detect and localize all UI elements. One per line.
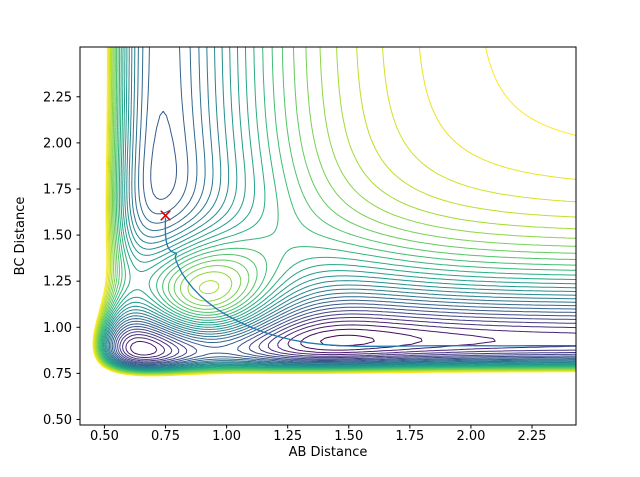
contour-level-line — [111, 47, 576, 366]
contour-level-line — [117, 310, 576, 363]
x-tick-label: 2.25 — [518, 429, 547, 444]
y-tick-label: 2.25 — [43, 90, 72, 105]
x-tick-label: 0.50 — [90, 429, 119, 444]
x-tick-label: 1.75 — [395, 429, 424, 444]
contour-level-line — [108, 47, 576, 368]
contour-level-line — [96, 47, 576, 375]
axes-frame: 0.50 0.75 1.00 1.25 1.50 1.75 2.00 2.25 0.50 0.75… — [43, 46, 577, 444]
x-tick-label: 1.50 — [334, 429, 363, 444]
contour-level-line — [119, 313, 576, 362]
y-tick-label: 1.25 — [43, 275, 72, 290]
y-tick-label: 1.75 — [43, 182, 72, 197]
x-tick-label: 2.00 — [456, 429, 485, 444]
x-axis-label: AB Distance — [289, 445, 368, 460]
y-tick-label: 1.50 — [43, 229, 72, 244]
y-axis-label: BC Distance — [13, 197, 28, 276]
x-tick-label: 1.25 — [273, 429, 302, 444]
contour-level-line — [125, 320, 576, 358]
contour-level-line — [100, 47, 576, 373]
trajectory-line — [164, 217, 576, 347]
contour-level-line — [300, 328, 423, 351]
x-tick-label: 0.75 — [151, 429, 180, 444]
contour-level-line — [105, 47, 576, 370]
contour-level-line — [113, 110, 576, 365]
contour-level-line — [92, 47, 576, 377]
y-tick-label: 1.00 — [43, 321, 72, 336]
y-tick-label: 0.50 — [43, 413, 72, 428]
contour-level-line — [106, 47, 576, 369]
y-tick-label: 0.75 — [43, 367, 72, 382]
contour-level-line — [104, 47, 576, 370]
contour-level-line — [319, 334, 375, 347]
contour-level-line — [101, 47, 576, 372]
contour-level-line — [110, 47, 576, 367]
contour-level-line — [115, 306, 576, 364]
contour-level-line — [107, 47, 576, 368]
start-marker-x — [160, 210, 171, 221]
contour-level-line — [122, 317, 576, 360]
contour-lines — [92, 47, 576, 377]
x-tick-label: 1.00 — [212, 429, 241, 444]
y-tick-label: 2.00 — [43, 136, 72, 151]
